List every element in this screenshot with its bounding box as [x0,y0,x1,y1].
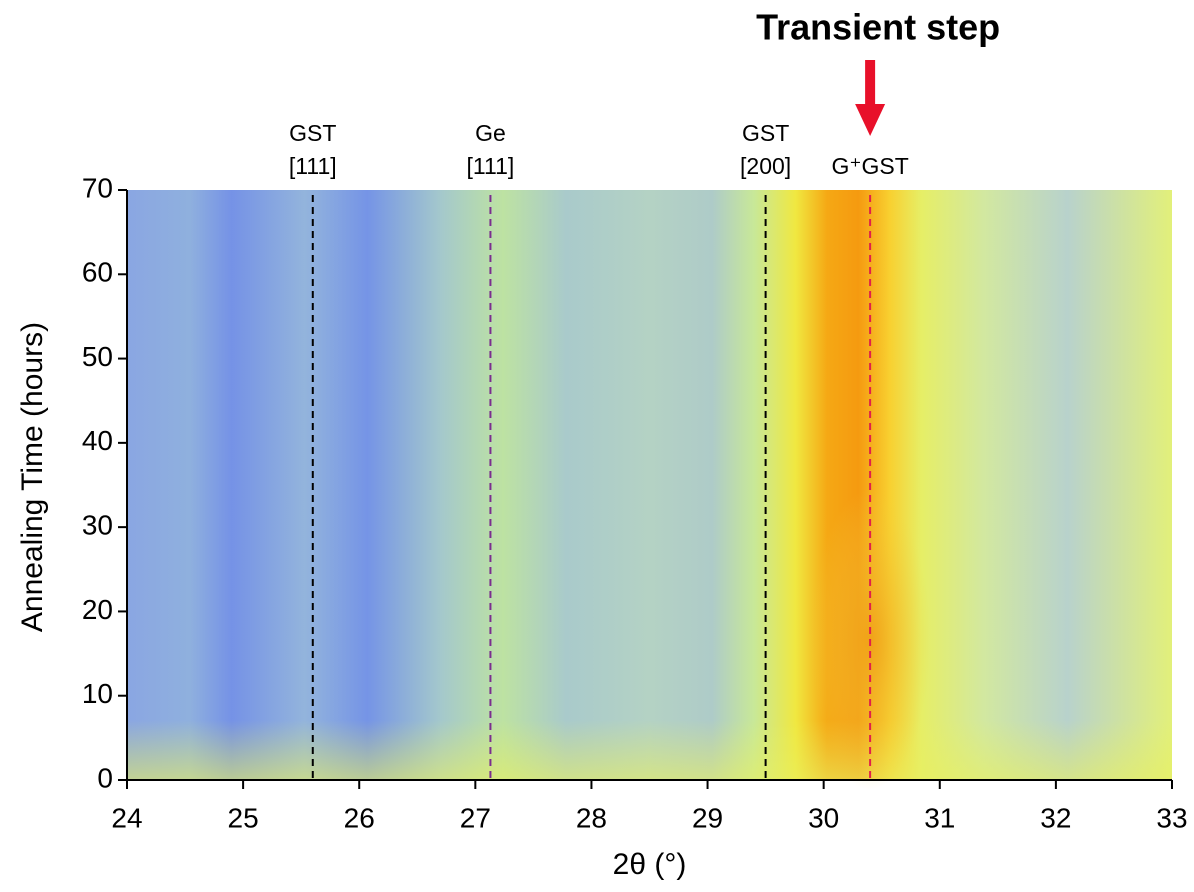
y-tick-label: 70 [82,172,113,203]
x-axis-title: 2θ (°) [613,848,687,881]
y-tick-label: 10 [82,678,113,709]
x-tick-label: 26 [344,802,375,833]
reference-label: GST [289,120,336,146]
reference-label: Ge [475,120,506,146]
y-tick-label: 40 [82,425,113,456]
x-tick-label: 29 [692,802,723,833]
y-tick-label: 0 [97,762,113,793]
x-tick-label: 32 [1040,802,1071,833]
y-tick-label: 30 [82,510,113,541]
y-axis-title: Annealing Time (hours) [16,322,49,632]
x-tick-label: 28 [576,802,607,833]
reference-label: [111] [289,153,337,179]
y-tick-label: 50 [82,341,113,372]
annotation: Transient step [756,7,1000,48]
reference-label: [111] [467,153,515,179]
annotation-arrow [855,60,886,136]
reference-label: G⁺GST [831,153,908,179]
x-tick-label: 31 [924,802,955,833]
reference-label: GST [742,120,789,146]
x-tick-label: 33 [1156,802,1187,833]
reference-label: [200] [740,153,791,179]
heatmap-floor [127,720,1172,780]
x-tick-label: 27 [460,802,491,833]
y-tick-label: 20 [82,594,113,625]
y-tick-label: 60 [82,257,113,288]
x-tick-label: 25 [228,802,259,833]
x-tick-label: 30 [808,802,839,833]
heatmap [127,190,1172,780]
x-tick-label: 24 [111,802,142,833]
